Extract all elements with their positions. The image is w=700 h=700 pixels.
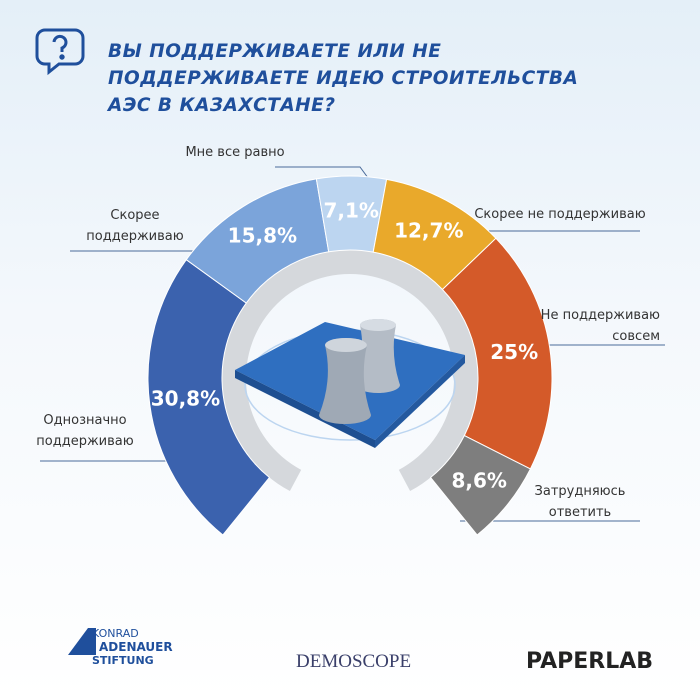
logo-kas <box>68 628 96 655</box>
value-label: 12,7% <box>394 218 463 242</box>
logo-text: ADENAUER <box>99 640 173 654</box>
question-icon <box>35 28 85 76</box>
value-label: 15,8% <box>228 224 297 248</box>
illustration <box>235 319 465 448</box>
category-label: Не поддерживаю совсем <box>540 308 660 344</box>
value-label: 25% <box>490 340 538 364</box>
value-label: 8,6% <box>452 469 507 493</box>
chart-title: ВЫ ПОДДЕРЖИВАЕТЕ ИЛИ НЕ ПОДДЕРЖИВАЕТЕ ИД… <box>108 41 579 116</box>
logo-text: STIFTUNG <box>92 654 154 667</box>
category-label: Скорее поддерживаю <box>86 208 184 244</box>
category-label: Затрудняюсь ответить <box>534 484 626 520</box>
category-label: Мне все равно <box>185 145 285 160</box>
donut-segment <box>147 258 271 536</box>
logo-text: KONRAD <box>92 627 139 640</box>
category-label: Скорее не поддерживаю <box>474 207 646 222</box>
value-label: 30,8% <box>151 386 220 410</box>
value-label: 7,1% <box>323 199 378 223</box>
logo-text: DEMOSCOPE <box>296 651 411 672</box>
category-label: Однозначно поддерживаю <box>36 413 134 449</box>
logo-text: PAPERLAB <box>526 649 653 674</box>
donut-segment <box>429 434 532 536</box>
